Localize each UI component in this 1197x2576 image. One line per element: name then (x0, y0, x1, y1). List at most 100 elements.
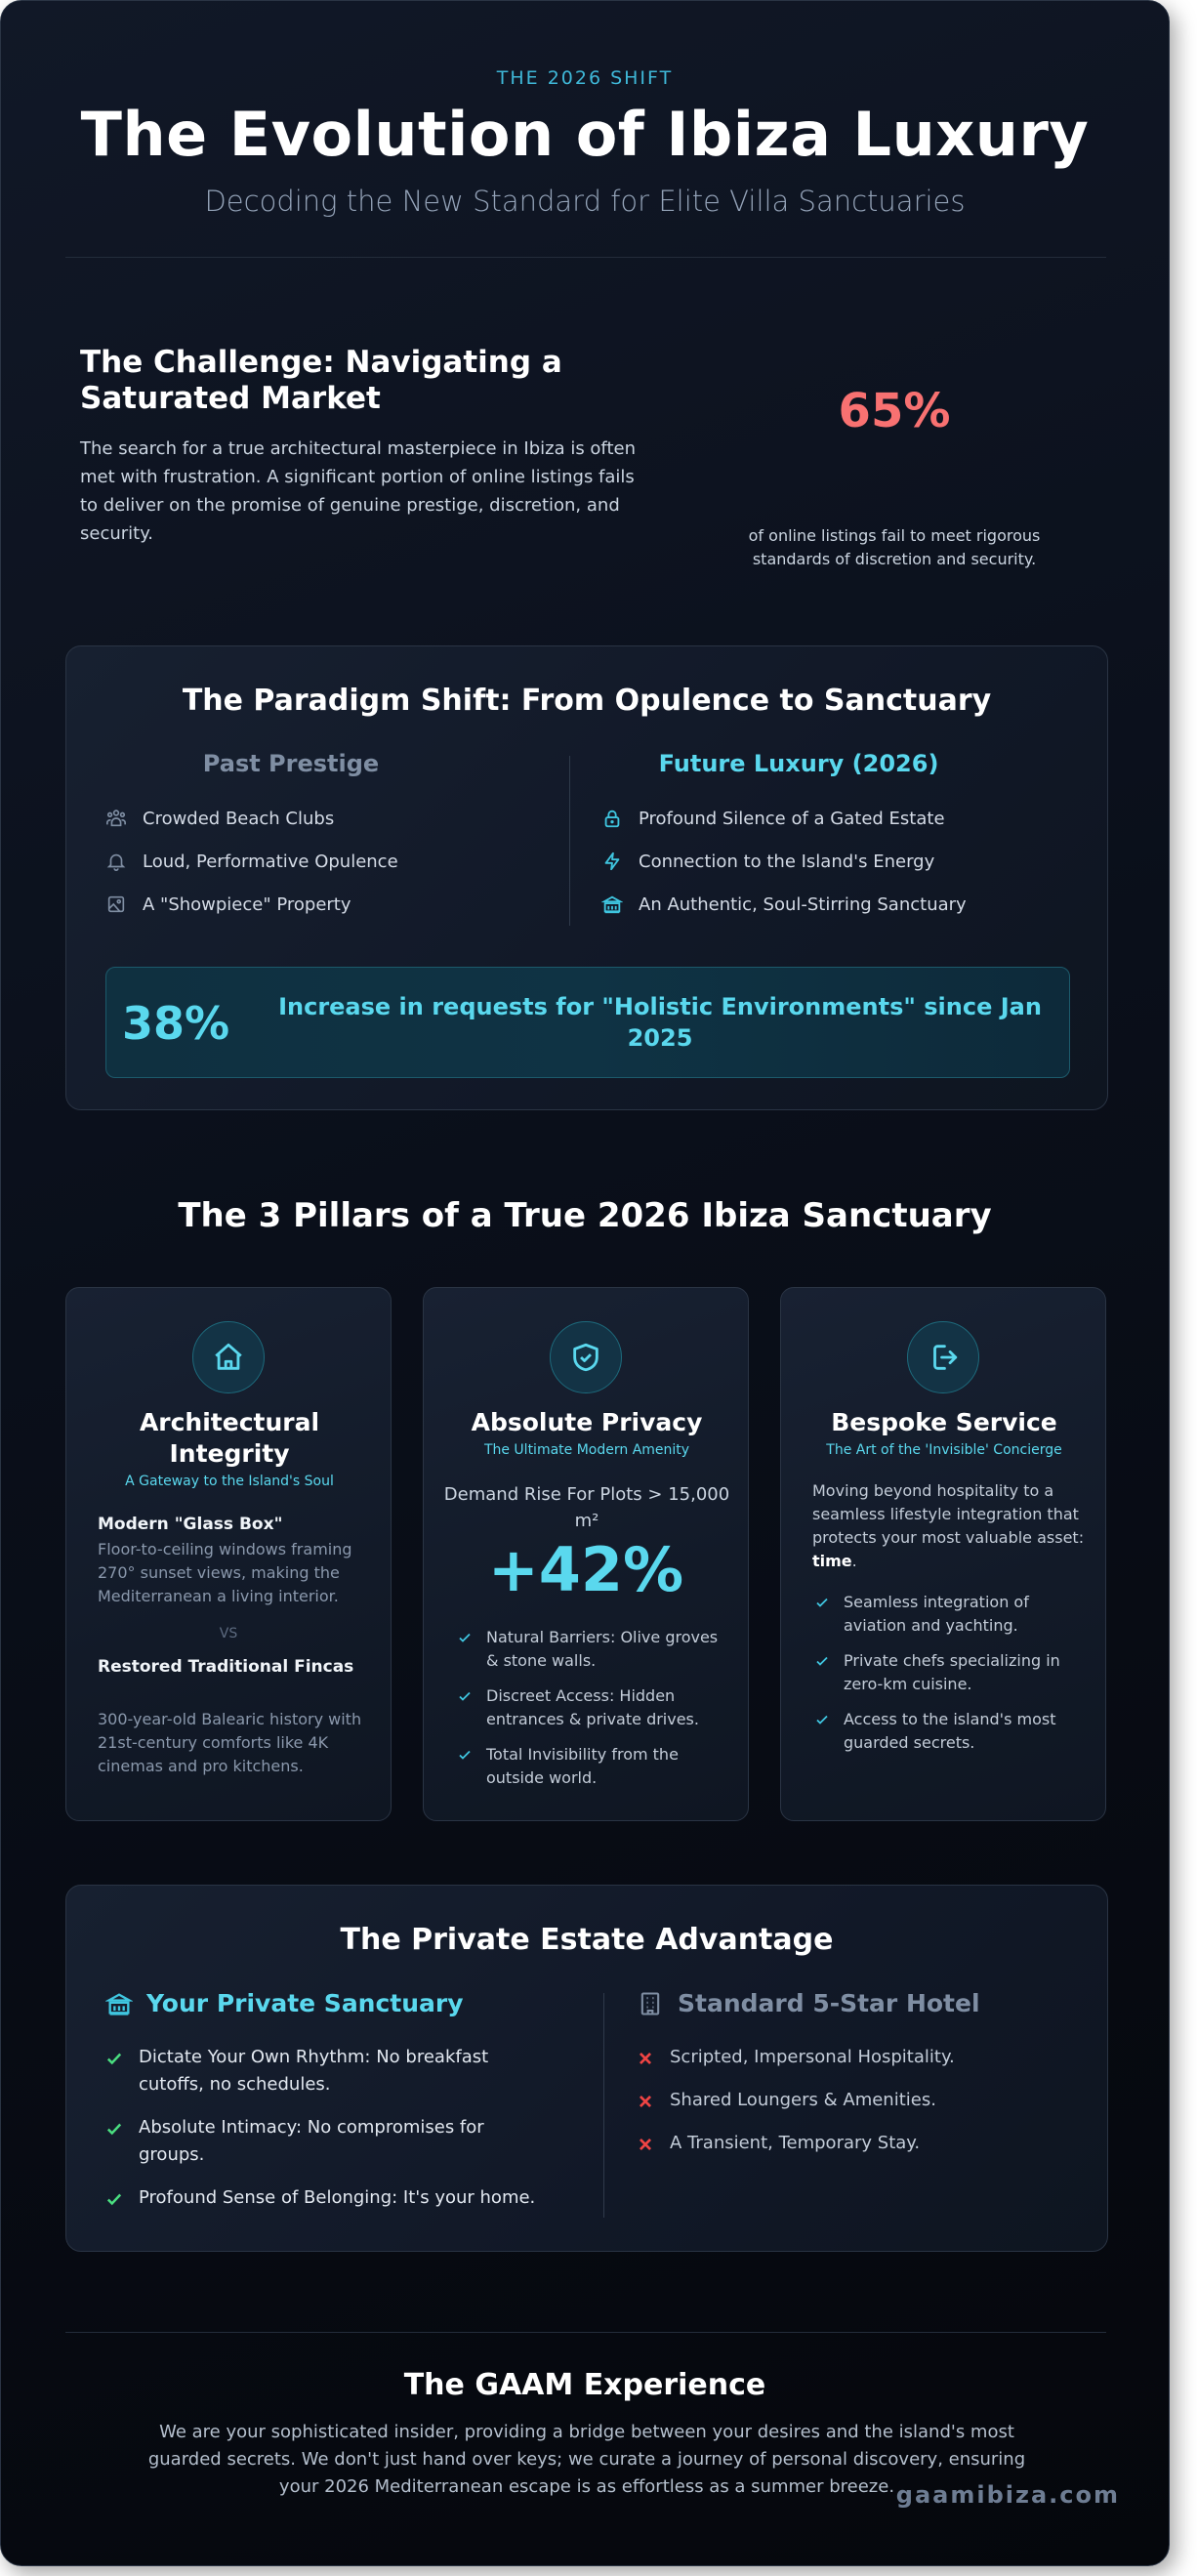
list-item: An Authentic, Soul-Stirring Sanctuary (601, 883, 967, 926)
shield-check-icon (550, 1321, 622, 1393)
pillar-card-architecture: Architectural Integrity A Gateway to the… (65, 1287, 392, 1821)
list-item: Scripted, Impersonal Hospitality. (637, 2044, 1047, 2071)
list-item: Profound Silence of a Gated Estate (601, 797, 967, 840)
list-item: A Transient, Temporary Stay. (637, 2130, 1047, 2157)
paradigm-title: The Paradigm Shift: From Opulence to San… (182, 684, 992, 718)
list-item: Absolute Intimacy: No compromises for gr… (105, 2114, 516, 2169)
pillar-title: Architectural Integrity (139, 1408, 320, 1468)
home-icon (192, 1321, 265, 1393)
building-icon (640, 1991, 660, 2015)
list-item-label: Shared Loungers & Amenities. (670, 2090, 936, 2110)
private-sanctuary-heading-label: Your Private Sanctuary (146, 1989, 464, 2017)
eyebrow-label: THE 2026 SHIFT (496, 67, 674, 89)
check-icon (816, 1715, 828, 1724)
private-sanctuary-heading: Your Private Sanctuary (105, 1989, 464, 2017)
list-item-label: An Authentic, Soul-Stirring Sanctuary (639, 893, 967, 915)
check-icon (459, 1691, 471, 1701)
pillar-title: Absolute Privacy (471, 1408, 703, 1436)
advantage-title: The Private Estate Advantage (340, 1923, 834, 1957)
list-item-label: A "Showpiece" Property (143, 893, 351, 915)
pillar-subtitle: The Ultimate Modern Amenity (483, 1442, 690, 1458)
service-checklist: Seamless integration of aviation and yac… (814, 1591, 1088, 1766)
x-icon (639, 2095, 652, 2108)
list-item: Seamless integration of aviation and yac… (814, 1591, 1088, 1638)
fincas-body: 300-year-old Balearic history with 21st-… (98, 1710, 362, 1775)
check-icon (106, 2123, 122, 2136)
service-description-emphasis: time (812, 1552, 852, 1570)
paradigm-panel: The Paradigm Shift: From Opulence to San… (65, 645, 1108, 1110)
future-luxury-heading: Future Luxury (2026) (658, 750, 939, 777)
lightning-icon (601, 851, 623, 872)
challenge-stat-caption: of online listings fail to meet rigorous… (748, 526, 1041, 568)
holistic-stat-banner: 38% Increase in requests for "Holistic E… (105, 967, 1070, 1078)
challenge-body: The search for a true architectural mast… (80, 438, 636, 544)
check-icon (816, 1656, 828, 1666)
service-description: Moving beyond hospitality to a seamless … (812, 1479, 1086, 1573)
challenge-title: The Challenge: Navigating a Saturated Ma… (80, 345, 562, 416)
bell-icon (105, 851, 127, 872)
past-prestige-list: Crowded Beach Clubs Loud, Performative O… (105, 797, 398, 926)
check-icon (106, 2193, 122, 2206)
challenge-stat: 65% (838, 384, 951, 438)
list-item-label: Profound Silence of a Gated Estate (639, 808, 945, 829)
privacy-checklist: Natural Barriers: Olive groves & stone w… (457, 1626, 730, 1802)
glass-box-title: Modern "Glass Box" (98, 1515, 283, 1534)
footer-body: We are your sophisticated insider, provi… (147, 2422, 1026, 2497)
pillar-title: Bespoke Service (831, 1408, 1057, 1436)
list-item-label: Scripted, Impersonal Hospitality. (670, 2047, 955, 2067)
list-item: Connection to the Island's Energy (601, 840, 967, 883)
header-divider (65, 257, 1106, 258)
list-item-label: Connection to the Island's Energy (639, 851, 935, 872)
list-item-label: A Transient, Temporary Stay. (670, 2133, 921, 2153)
check-icon (106, 2053, 122, 2065)
list-item: Natural Barriers: Olive groves & stone w… (457, 1626, 730, 1673)
service-description-tail: . (851, 1552, 857, 1570)
users-icon (105, 808, 127, 829)
fincas-title: Restored Traditional Fincas (98, 1657, 354, 1677)
x-icon (639, 2052, 652, 2065)
list-item: Crowded Beach Clubs (105, 797, 398, 840)
x-icon (639, 2138, 652, 2151)
past-prestige-heading: Past Prestige (202, 750, 380, 777)
future-luxury-list: Profound Silence of a Gated Estate Conne… (601, 797, 967, 926)
list-item: Profound Sense of Belonging: It's your h… (105, 2184, 564, 2212)
page-title: The Evolution of Ibiza Luxury (80, 99, 1090, 170)
list-item-label: Access to the island's most guarded secr… (844, 1710, 1056, 1752)
list-item: Access to the island's most guarded secr… (814, 1708, 1088, 1755)
list-item: Dictate Your Own Rhythm: No breakfast cu… (105, 2044, 516, 2098)
pillar-subtitle: A Gateway to the Island's Soul (125, 1474, 334, 1489)
private-sanctuary-list: Dictate Your Own Rhythm: No breakfast cu… (105, 2044, 535, 2227)
brand-link[interactable]: gaamibiza.com (895, 2481, 1120, 2509)
list-item-label: Absolute Intimacy: No compromises for gr… (139, 2117, 484, 2165)
landmark-icon (105, 1992, 133, 2015)
pillar-subtitle: The Art of the 'Invisible' Concierge (826, 1442, 1062, 1458)
list-item: Shared Loungers & Amenities. (637, 2087, 1047, 2114)
list-item-label: Natural Barriers: Olive groves & stone w… (486, 1628, 719, 1670)
advantage-panel: The Private Estate Advantage Your Privat… (65, 1885, 1108, 2252)
column-divider (603, 1993, 604, 2218)
page-subtitle: Decoding the New Standard for Elite Vill… (204, 185, 966, 218)
list-item: A "Showpiece" Property (105, 883, 398, 926)
list-item-label: Seamless integration of aviation and yac… (844, 1593, 1029, 1635)
pillar-card-privacy: Absolute Privacy The Ultimate Modern Ame… (423, 1287, 749, 1821)
list-item-label: Loud, Performative Opulence (143, 851, 398, 872)
list-item-label: Crowded Beach Clubs (143, 808, 335, 829)
list-item-label: Private chefs specializing in zero-km cu… (844, 1651, 1060, 1693)
list-item: Loud, Performative Opulence (105, 840, 398, 883)
check-icon (816, 1598, 828, 1607)
hotel-heading-label: Standard 5-Star Hotel (678, 1989, 980, 2017)
column-divider (569, 756, 570, 926)
list-item-label: Total Invisibility from the outside worl… (486, 1745, 679, 1787)
check-icon (459, 1633, 471, 1642)
image-icon (105, 893, 127, 915)
service-description-lead: Moving beyond hospitality to a seamless … (812, 1481, 1085, 1547)
privacy-stat: +42% (487, 1534, 684, 1605)
landmark-icon (601, 893, 623, 915)
holistic-stat-value: 38% (122, 997, 230, 1050)
hotel-heading: Standard 5-Star Hotel (637, 1989, 980, 2017)
glass-box-body: Floor-to-ceiling windows framing 270° su… (98, 1540, 352, 1605)
exit-icon (907, 1321, 979, 1393)
list-item-label: Profound Sense of Belonging: It's your h… (139, 2187, 536, 2208)
list-item: Discreet Access: Hidden entrances & priv… (457, 1684, 730, 1731)
list-item: Private chefs specializing in zero-km cu… (814, 1649, 1088, 1696)
